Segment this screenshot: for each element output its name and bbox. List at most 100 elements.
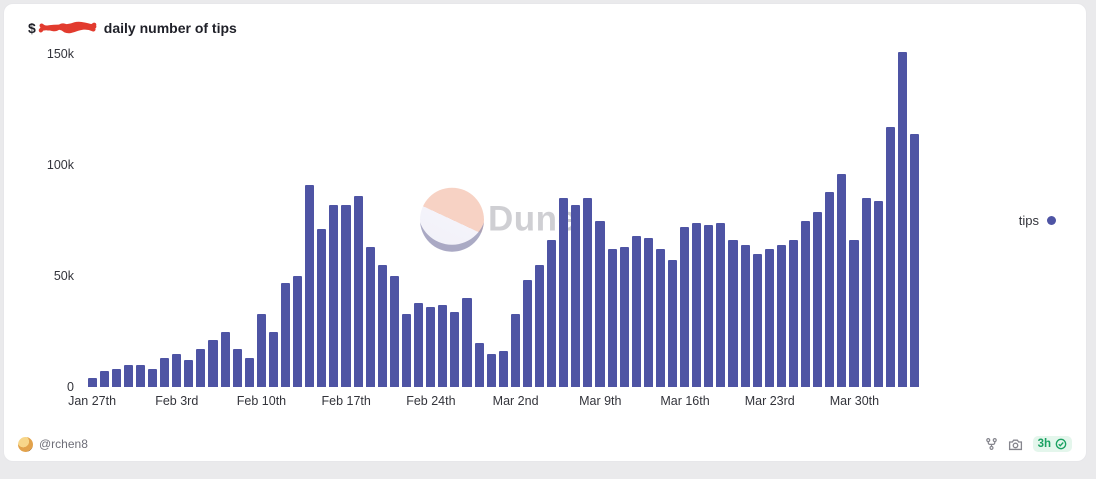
bar[interactable] [498,351,508,387]
bar[interactable] [450,311,460,387]
bar[interactable] [317,229,327,387]
bar[interactable] [268,331,278,387]
bar[interactable] [752,253,762,387]
title-suffix: daily number of tips [103,19,237,36]
bar[interactable] [232,349,242,387]
bar[interactable] [704,224,714,387]
bar[interactable] [365,247,375,387]
bar[interactable] [655,249,665,387]
bar[interactable] [87,378,97,387]
x-axis-label: Mar 23rd [744,394,795,408]
legend-label: tips [1018,213,1039,228]
plot-area: Dune [86,51,921,387]
bar[interactable] [329,204,339,387]
x-axis-label: Feb 17th [321,394,371,408]
check-circle-icon [1055,438,1067,450]
bar[interactable] [486,353,496,387]
bar[interactable] [728,240,738,387]
y-axis-label: 100k [46,158,74,172]
bar[interactable] [740,244,750,387]
bar[interactable] [256,313,266,387]
bar[interactable] [873,200,883,387]
bar[interactable] [281,282,291,387]
cache-age-badge[interactable]: 3h [1032,436,1072,452]
bar[interactable] [208,340,218,387]
x-axis-label: Feb 10th [236,394,287,408]
author-link[interactable]: @rchen8 [18,436,88,452]
bar[interactable] [184,360,194,387]
fork-icon[interactable] [985,437,998,451]
bar[interactable] [643,238,653,387]
bar[interactable] [631,236,641,387]
x-axis-label: Mar 9th [579,394,622,408]
footer: @rchen8 3h [4,430,1086,461]
bar[interactable] [389,276,399,387]
y-axis-label: 150k [46,47,74,61]
bar[interactable] [99,371,109,387]
bar[interactable] [123,364,133,387]
y-axis-label: 50k [53,269,74,284]
bar[interactable] [849,240,859,387]
bar[interactable] [377,264,387,387]
bar[interactable] [414,302,424,387]
bar[interactable] [474,342,484,387]
bar[interactable] [293,276,303,387]
x-axis: Jan 27th Feb 3rd Feb 10th Feb 17th Feb 24th M… [68,387,921,413]
bar[interactable] [897,51,907,387]
bar[interactable] [353,196,363,387]
bar[interactable] [160,358,170,387]
bar[interactable] [813,211,823,387]
bar[interactable] [861,198,871,387]
bar[interactable] [534,264,545,387]
bar[interactable] [462,298,472,387]
bar[interactable] [438,304,448,387]
bar[interactable] [837,173,847,387]
title-row: $ daily number of tips [4,4,1086,46]
bar[interactable] [559,198,569,387]
bar[interactable] [401,313,412,387]
bar[interactable] [305,184,315,387]
bar[interactable] [668,260,678,387]
bar[interactable] [583,198,593,387]
x-axis-label: Mar 16th [660,394,710,408]
bar[interactable] [909,133,919,387]
bar[interactable] [341,204,351,387]
legend[interactable]: tips [921,54,1086,387]
y-axis: 0 50k 100k 150k [28,47,86,394]
bar[interactable] [547,240,557,387]
bar[interactable] [716,222,726,387]
page-title: $ daily number of tips [28,19,237,36]
x-axis-label: Jan 27th [68,394,117,408]
x-axis-label: Mar 30th [829,394,880,408]
avatar [18,436,33,452]
bar[interactable] [196,349,206,387]
y-axis-label: 0 [67,380,74,394]
bar[interactable] [571,204,581,387]
bar[interactable] [692,222,702,387]
bar[interactable] [607,249,617,387]
bar[interactable] [776,244,786,387]
bar[interactable] [135,364,145,387]
bar[interactable] [220,331,230,387]
bar[interactable] [680,227,690,387]
bar[interactable] [885,127,895,387]
bar[interactable] [788,240,799,387]
x-axis-label: Feb 3rd [155,394,199,408]
bar[interactable] [764,249,774,387]
bar[interactable] [111,369,121,387]
bar[interactable] [595,220,605,387]
bar[interactable] [801,220,811,387]
bar[interactable] [172,353,182,387]
bar[interactable] [147,369,158,387]
plot-column: Dune Jan 27th Feb 3rd Feb 10th Feb 17th Feb … [68,51,921,413]
bar[interactable] [619,247,629,387]
dune-logo-icon [420,187,484,252]
cache-age-text: 3h [1037,438,1051,450]
bar[interactable] [426,307,436,387]
bar[interactable] [522,280,532,387]
bar[interactable] [825,191,835,387]
camera-icon[interactable] [1008,438,1023,451]
bar[interactable] [510,313,520,387]
x-axis-label: Feb 24th [406,394,456,408]
bar[interactable] [244,358,254,387]
